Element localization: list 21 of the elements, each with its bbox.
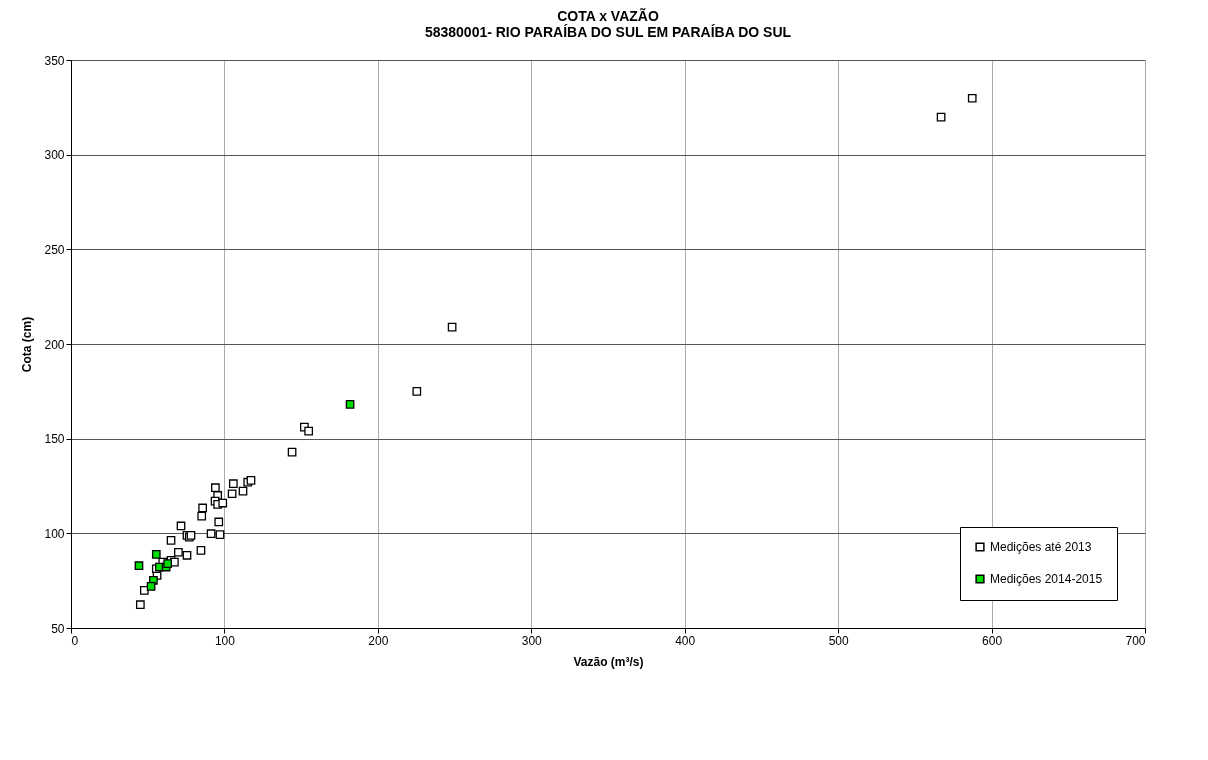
x-tick-label: 700 <box>1125 633 1146 648</box>
legend-label: Medições até 2013 <box>990 540 1092 554</box>
y-tick-label: 150 <box>44 432 65 447</box>
legend-label: Medições 2014-2015 <box>990 572 1103 586</box>
x-tick-label: 400 <box>675 633 696 648</box>
x-tick-label: 0 <box>71 633 79 648</box>
y-axis-title: Cota (cm) <box>20 316 35 373</box>
x-axis-title: Vazão (m³/s) <box>573 654 644 669</box>
y-tick-label: 350 <box>44 53 65 68</box>
x-tick-label: 500 <box>828 633 849 648</box>
x-tick-label: 600 <box>982 633 1003 648</box>
y-tick-label: 300 <box>44 148 65 163</box>
x-tick-label: 300 <box>521 633 543 648</box>
y-tick-label: 200 <box>44 337 65 352</box>
x-tick-label: 100 <box>214 633 236 648</box>
chart-title: COTA x VAZÃO <box>557 7 659 24</box>
chart-subtitle: 58380001- RIO PARAÍBA DO SUL EM PARAÍBA DO SUL <box>424 24 792 40</box>
x-tick-label: 200 <box>368 633 389 648</box>
y-tick-label: 250 <box>44 242 65 257</box>
y-tick-label: 100 <box>44 526 65 541</box>
y-tick-label: 50 <box>51 621 65 636</box>
